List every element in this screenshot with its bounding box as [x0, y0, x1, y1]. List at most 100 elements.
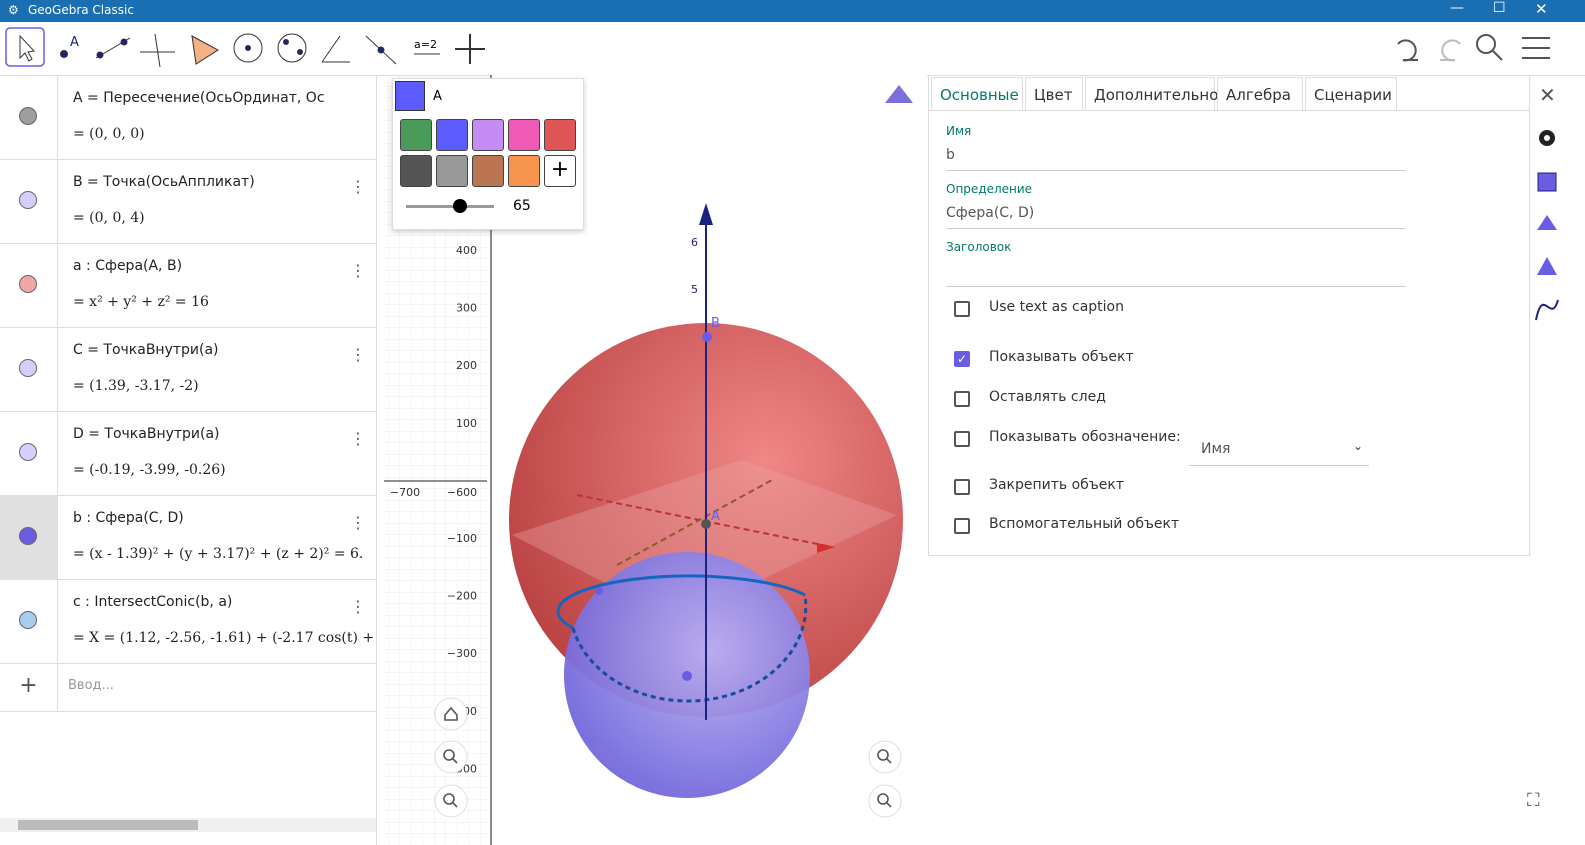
- value: = (1.39, -3.17, -2): [73, 378, 199, 394]
- tab[interactable]: Цвет: [1025, 77, 1083, 111]
- xy-plane: [512, 460, 897, 620]
- checkbox[interactable]: [954, 391, 970, 407]
- swatch[interactable]: [544, 119, 576, 151]
- tab[interactable]: Дополнительно: [1085, 77, 1218, 111]
- intersection-curve-hidden: [571, 594, 808, 703]
- close[interactable]: ✕: [1535, 0, 1548, 18]
- swatch[interactable]: [472, 119, 504, 151]
- zoom-icons: [443, 706, 892, 808]
- algebra-row[interactable]: B = Точка(ОсьАппликат) = (0, 0, 4) ⋮: [0, 159, 376, 244]
- more-menu[interactable]: ⋮: [350, 597, 366, 616]
- tool-icons: A a=2: [5, 27, 1550, 68]
- checkbox-label: Показывать объект: [989, 349, 1134, 365]
- checkbox[interactable]: [954, 301, 970, 317]
- more-menu[interactable]: ⋮: [350, 345, 366, 364]
- checkbox-label: Use text as caption: [989, 299, 1124, 315]
- checkbox[interactable]: [954, 518, 970, 534]
- visibility-cell: [0, 243, 58, 327]
- algebra-row[interactable]: c : IntersectConic(b, a) = X = (1.12, -2.…: [0, 579, 376, 664]
- more-menu[interactable]: ⋮: [350, 261, 366, 280]
- value: = (0, 0, 0): [73, 126, 145, 142]
- close-properties[interactable]: ✕: [1539, 83, 1556, 107]
- visibility-toggle[interactable]: [19, 191, 37, 209]
- algebra-view: A = Пересечение(ОсьОрдинат, Ос = (0, 0, 0…: [0, 75, 377, 845]
- field-label: Имя: [946, 124, 972, 138]
- y-tick-label: −200: [447, 590, 477, 603]
- z-tick-label: 6: [691, 236, 698, 249]
- visibility-toggle[interactable]: [19, 527, 37, 545]
- axis-labels-3d: 6 5 B A: [691, 236, 720, 524]
- swatch[interactable]: [400, 119, 432, 151]
- checkbox[interactable]: ✓: [954, 351, 970, 367]
- value: = X = (1.12, -2.56, -1.61) + (-2.17 cos(…: [73, 630, 375, 646]
- tools[interactable]: A a=2: [60, 33, 486, 68]
- z-tick-label: 5: [691, 283, 698, 296]
- point-B[interactable]: [702, 332, 712, 342]
- checkbox-label: Вспомогательный объект: [989, 516, 1180, 532]
- text-field[interactable]: Сфера(C, D): [946, 205, 1406, 229]
- point-D[interactable]: [595, 587, 603, 595]
- tab[interactable]: Сценарии: [1305, 77, 1397, 111]
- visibility-cell: [0, 495, 58, 579]
- tab[interactable]: Основные: [931, 77, 1023, 111]
- color-button[interactable]: [395, 81, 425, 111]
- checkbox-label: Закрепить объект: [989, 477, 1124, 493]
- checkbox-label: Показывать обозначение:: [989, 429, 1181, 445]
- title-bar: ⚙ GeoGebra Classic — ☐ ✕: [0, 0, 1585, 22]
- algebra-row[interactable]: D = ТочкаВнутри(a) = (-0.19, -3.99, -0.26…: [0, 411, 376, 496]
- swatch[interactable]: [436, 119, 468, 151]
- zoom-buttons[interactable]: [434, 697, 902, 818]
- dropdown-arrow: ⌄: [1352, 439, 1363, 453]
- algebra-row[interactable]: b : Сфера(C, D) = (x - 1.39)² + (y + 3.17…: [0, 495, 376, 580]
- opacity-slider[interactable]: [406, 205, 494, 208]
- checkbox[interactable]: [954, 431, 970, 447]
- swatch[interactable]: [508, 119, 540, 151]
- swatch[interactable]: [436, 155, 468, 187]
- swatch[interactable]: [472, 155, 504, 187]
- sidebar-icons[interactable]: [1533, 125, 1563, 385]
- fullscreen[interactable]: ⛶: [1527, 790, 1540, 811]
- tab[interactable]: Алгебра: [1217, 77, 1303, 111]
- visibility-cell: [0, 159, 58, 243]
- visibility-toggle[interactable]: [19, 443, 37, 461]
- intersection-curve: [556, 574, 806, 630]
- definition: D = ТочкаВнутри(a): [73, 426, 220, 442]
- visibility-cell: [0, 579, 58, 663]
- swatch[interactable]: [400, 155, 432, 187]
- add-button: +: [0, 663, 58, 711]
- swatch[interactable]: [508, 155, 540, 187]
- more-menu[interactable]: ⋮: [350, 513, 366, 532]
- more-menu[interactable]: ⋮: [350, 177, 366, 196]
- visibility-toggle[interactable]: [19, 275, 37, 293]
- algebra-row[interactable]: C = ТочкаВнутри(a) = (1.39, -3.17, -2) ⋮: [0, 327, 376, 412]
- label-button[interactable]: A: [433, 89, 442, 104]
- label-dropdown[interactable]: Имя ⌄: [1189, 431, 1369, 466]
- maximize[interactable]: ☐: [1493, 0, 1506, 16]
- svg-text:a=2: a=2: [414, 38, 437, 51]
- value: = (-0.19, -3.99, -0.26): [73, 462, 226, 478]
- visibility-toggle[interactable]: [19, 611, 37, 629]
- text-field[interactable]: [946, 263, 1406, 287]
- definition: C = ТочкаВнутри(a): [73, 342, 219, 358]
- point-C[interactable]: [682, 671, 692, 681]
- custom-color[interactable]: +: [544, 155, 576, 187]
- scrollbar[interactable]: [0, 818, 376, 832]
- move-icon: [19, 34, 36, 62]
- point-label: A: [711, 509, 720, 524]
- text-field[interactable]: b: [946, 147, 1406, 171]
- y-tick-label: 300: [456, 302, 477, 315]
- slider-thumb[interactable]: [453, 199, 467, 213]
- algebra-row[interactable]: a : Сфера(A, B) = x² + y² + z² = 16 ⋮: [0, 243, 376, 328]
- definition: a : Сфера(A, B): [73, 258, 183, 274]
- point-A[interactable]: [701, 519, 711, 529]
- point-label: B: [711, 316, 720, 331]
- input-row[interactable]: + Ввод...: [0, 663, 376, 712]
- more-menu[interactable]: ⋮: [350, 429, 366, 448]
- visibility-toggle[interactable]: [19, 107, 37, 125]
- visibility-toggle[interactable]: [19, 359, 37, 377]
- algebra-row[interactable]: A = Пересечение(ОсьОрдинат, Ос = (0, 0, 0…: [0, 75, 376, 160]
- undo-redo-search-menu[interactable]: [1397, 34, 1550, 62]
- minimize[interactable]: —: [1450, 0, 1464, 16]
- checkbox[interactable]: [954, 479, 970, 495]
